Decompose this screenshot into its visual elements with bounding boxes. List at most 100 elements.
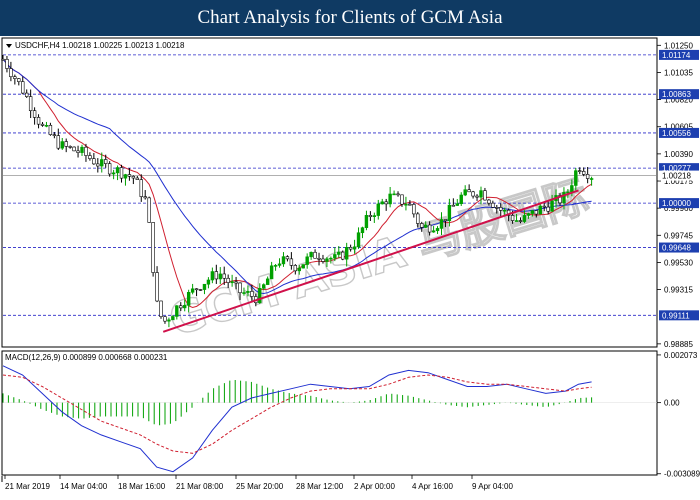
macd-tick-label: -0.003089 — [664, 470, 700, 479]
price-tick-label: 0.99960 — [664, 204, 693, 213]
macd-tick-label: 0.00 — [664, 399, 680, 408]
candle-body — [542, 205, 546, 208]
candle-body — [455, 203, 459, 206]
candle-body — [388, 193, 392, 205]
candle-body — [514, 220, 519, 222]
candle-body — [337, 251, 341, 255]
candle-body — [550, 200, 554, 212]
candle-body — [447, 204, 452, 222]
price-tick-label: 1.00605 — [664, 123, 693, 132]
price-tick-label: 1.00390 — [664, 150, 693, 159]
candle-body — [206, 279, 211, 285]
candle-body — [226, 277, 230, 283]
price-tick-label: 0.99530 — [664, 258, 693, 267]
candle-body — [123, 174, 128, 179]
price-axis: 1.01250 1.01035 1.00820 1.00605 1.00390 1.001… — [657, 41, 699, 349]
candle-body — [115, 167, 120, 174]
price-tick-label: 1.00175 — [664, 177, 693, 186]
price-label-badge — [659, 89, 699, 100]
candle-body — [163, 316, 167, 322]
candle-body — [21, 81, 25, 94]
macd-axis: 0.002073 0.00 -0.003089 — [657, 351, 700, 479]
candle-body — [526, 213, 531, 216]
macd-series — [2, 365, 657, 473]
candle-body — [25, 92, 29, 97]
price-label-badge — [659, 49, 699, 60]
candle-body — [463, 189, 467, 196]
candle-body — [9, 68, 13, 78]
candle-body — [84, 146, 88, 156]
price-tick-label: 0.99745 — [664, 231, 693, 240]
candle-body — [100, 159, 104, 167]
time-tick-label: 2 Apr 00:00 — [354, 482, 395, 491]
price-label-text: 1.00277 — [662, 164, 691, 173]
candle-body — [495, 207, 499, 209]
candle-body — [566, 191, 570, 194]
price-label-text: 1.01174 — [662, 51, 691, 60]
candle-body — [242, 292, 246, 294]
candle-body — [491, 202, 495, 208]
candle-body — [151, 222, 155, 273]
candle-body — [392, 193, 396, 196]
candle-body — [48, 124, 53, 135]
candle-body — [107, 163, 112, 175]
candle-body — [479, 190, 483, 198]
candle-body — [262, 284, 266, 289]
candle-body — [574, 170, 578, 186]
candle-body — [269, 265, 274, 280]
trend-line — [162, 189, 579, 333]
candle-body — [238, 282, 242, 294]
candle-body — [258, 287, 262, 304]
candle-body — [518, 220, 523, 222]
dropdown-triangle-icon — [6, 44, 12, 48]
candle-body — [40, 123, 45, 126]
candle-body — [64, 141, 68, 147]
candle-body — [202, 283, 207, 290]
price-label-text: 0.99111 — [662, 311, 690, 320]
candle-body — [281, 256, 286, 265]
candle-body — [139, 179, 143, 197]
candles — [1, 54, 594, 328]
candle-body — [131, 175, 136, 179]
candle-body — [408, 203, 412, 206]
candle-body — [360, 227, 365, 234]
candle-body — [277, 263, 282, 266]
price-tick-label: 0.99315 — [664, 286, 693, 295]
candle-body — [305, 256, 309, 265]
candle-body — [427, 224, 432, 233]
chart-banner-title: Chart Analysis for Clients of GCM Asia — [0, 0, 700, 36]
time-tick-label: 25 Mar 20:00 — [236, 482, 284, 491]
candle-body — [487, 199, 491, 204]
time-tick-label: 21 Mar 2019 — [5, 482, 50, 491]
candle-body — [372, 215, 377, 218]
candle-body — [364, 215, 369, 228]
candle-body — [167, 319, 171, 322]
candle-body — [341, 251, 345, 260]
candle-body — [265, 278, 270, 285]
candle-body — [119, 167, 124, 179]
candle-body — [301, 264, 305, 269]
candle-body — [17, 78, 21, 82]
candle-body — [356, 232, 361, 248]
candle-body — [127, 174, 132, 177]
candle-body — [214, 271, 219, 280]
candle-body — [92, 158, 96, 165]
candle-body — [396, 193, 400, 196]
price-label-text: 1.00863 — [662, 90, 691, 99]
candle-body — [475, 195, 479, 198]
price-label-text: 1.00556 — [662, 129, 691, 138]
price-tick-label: 1.01035 — [664, 68, 693, 77]
candle-body — [368, 215, 373, 218]
price-label-badge — [659, 170, 699, 181]
candle-body — [348, 246, 353, 250]
candle-body — [210, 271, 215, 281]
candle-body — [329, 257, 333, 260]
candle-body — [585, 174, 590, 179]
candle-body — [56, 135, 61, 149]
candle-body — [344, 246, 349, 260]
candle-body — [68, 146, 72, 148]
candle-body — [459, 194, 463, 205]
candle-body — [175, 305, 179, 317]
candle-body — [13, 76, 17, 79]
candle-body — [171, 316, 175, 321]
